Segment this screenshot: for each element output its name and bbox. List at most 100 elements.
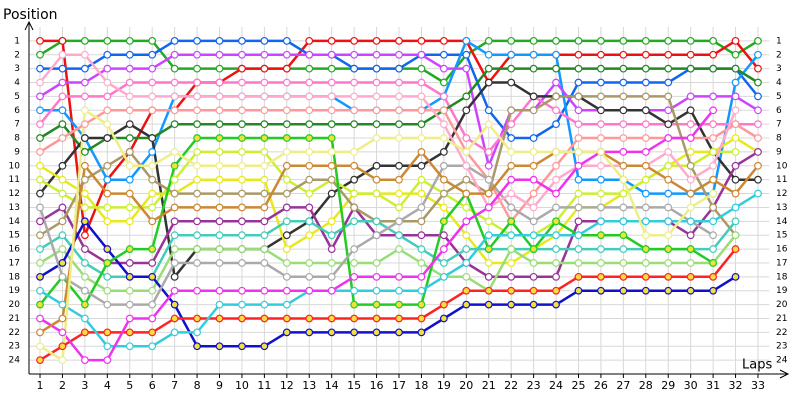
lap-marker	[125, 286, 134, 295]
lap-marker	[462, 245, 471, 253]
lap-marker	[619, 217, 628, 226]
lap-marker	[215, 64, 224, 73]
lap-marker	[641, 286, 650, 295]
lap-marker	[641, 50, 650, 59]
y-axis-arrow	[24, 20, 34, 31]
x-tick-label: 8	[194, 379, 201, 392]
lap-marker	[417, 64, 426, 73]
lap-marker	[125, 134, 134, 142]
y-tick-label: 1	[14, 36, 20, 46]
lap-marker	[350, 217, 359, 226]
lap-marker	[305, 92, 314, 101]
lap-marker	[597, 286, 605, 295]
lap-marker	[372, 231, 381, 240]
lap-marker	[327, 120, 336, 129]
lap-marker	[686, 36, 695, 45]
lap-marker	[58, 328, 67, 337]
lap-marker	[103, 356, 112, 365]
lap-marker	[148, 50, 157, 59]
lap-marker	[193, 161, 201, 170]
lap-marker	[215, 203, 224, 212]
lap-marker	[125, 148, 134, 156]
lap-marker	[350, 36, 359, 45]
lap-marker	[238, 120, 246, 129]
lap-marker	[552, 92, 560, 101]
lap-marker	[282, 78, 291, 87]
lap-marker	[58, 356, 67, 365]
lap-marker	[552, 78, 560, 87]
lap-marker	[417, 92, 426, 101]
lap-marker	[597, 148, 605, 156]
lap-marker	[709, 259, 718, 267]
lap-marker	[439, 36, 448, 45]
lap-marker	[686, 50, 695, 59]
lap-marker	[417, 231, 426, 240]
lap-marker	[439, 120, 448, 129]
lap-marker	[58, 272, 67, 281]
lap-marker	[148, 36, 157, 45]
y-tick-label: 15	[9, 231, 20, 241]
lap-marker	[350, 314, 359, 323]
lap-marker	[327, 134, 336, 142]
lap-marker	[507, 203, 516, 212]
x-tick-label: 14	[325, 379, 339, 392]
lap-marker	[754, 120, 762, 129]
lap-marker	[529, 189, 538, 198]
lap-marker	[507, 148, 516, 156]
lap-marker	[238, 175, 246, 184]
lap-marker	[462, 286, 471, 295]
lap-marker	[641, 92, 650, 101]
lap-marker	[103, 78, 112, 87]
lap-marker	[350, 189, 359, 198]
lap-marker	[754, 161, 762, 170]
lap-marker	[395, 161, 403, 170]
lap-marker	[125, 272, 134, 281]
lap-marker	[80, 120, 89, 129]
lap-marker	[597, 78, 605, 87]
lap-marker	[709, 50, 718, 59]
y-tick-label-right: 14	[776, 217, 788, 227]
lap-marker	[80, 356, 89, 365]
lap-marker	[507, 231, 516, 240]
lap-marker	[641, 148, 650, 156]
x-tick-label: 20	[459, 379, 473, 392]
lap-marker	[58, 36, 67, 45]
lap-marker	[686, 259, 695, 267]
lap-marker	[552, 245, 560, 253]
lap-marker	[709, 286, 718, 295]
lap-marker	[327, 231, 336, 240]
lap-marker	[260, 300, 269, 309]
lap-marker	[148, 217, 157, 226]
lap-marker	[484, 64, 493, 73]
y-tick-label-right: 19	[776, 286, 788, 296]
lap-marker	[709, 175, 718, 184]
lap-marker	[238, 314, 246, 323]
lap-marker	[58, 314, 67, 323]
lap-marker	[103, 300, 112, 309]
lap-marker	[507, 106, 516, 115]
lap-marker	[439, 314, 448, 323]
lap-marker	[125, 314, 134, 323]
lap-marker	[754, 175, 762, 184]
lap-marker	[619, 134, 628, 142]
lap-marker	[641, 272, 650, 281]
lap-marker	[641, 134, 650, 142]
lap-marker	[58, 300, 67, 309]
lap-marker	[80, 286, 89, 295]
x-tick-label: 25	[571, 379, 585, 392]
lap-marker	[305, 134, 314, 142]
lap-marker	[686, 272, 695, 281]
lap-marker	[282, 328, 291, 337]
y-tick-label: 12	[9, 189, 20, 199]
lap-marker	[58, 120, 67, 129]
lap-marker	[709, 217, 718, 226]
lap-marker	[664, 36, 673, 45]
lap-marker	[215, 300, 224, 309]
lap-marker	[574, 175, 583, 184]
lap-marker	[125, 328, 134, 337]
lap-marker	[170, 175, 179, 184]
lap-marker	[597, 36, 605, 45]
lap-marker	[484, 161, 493, 170]
lap-marker	[372, 328, 381, 337]
lap-marker	[282, 120, 291, 129]
